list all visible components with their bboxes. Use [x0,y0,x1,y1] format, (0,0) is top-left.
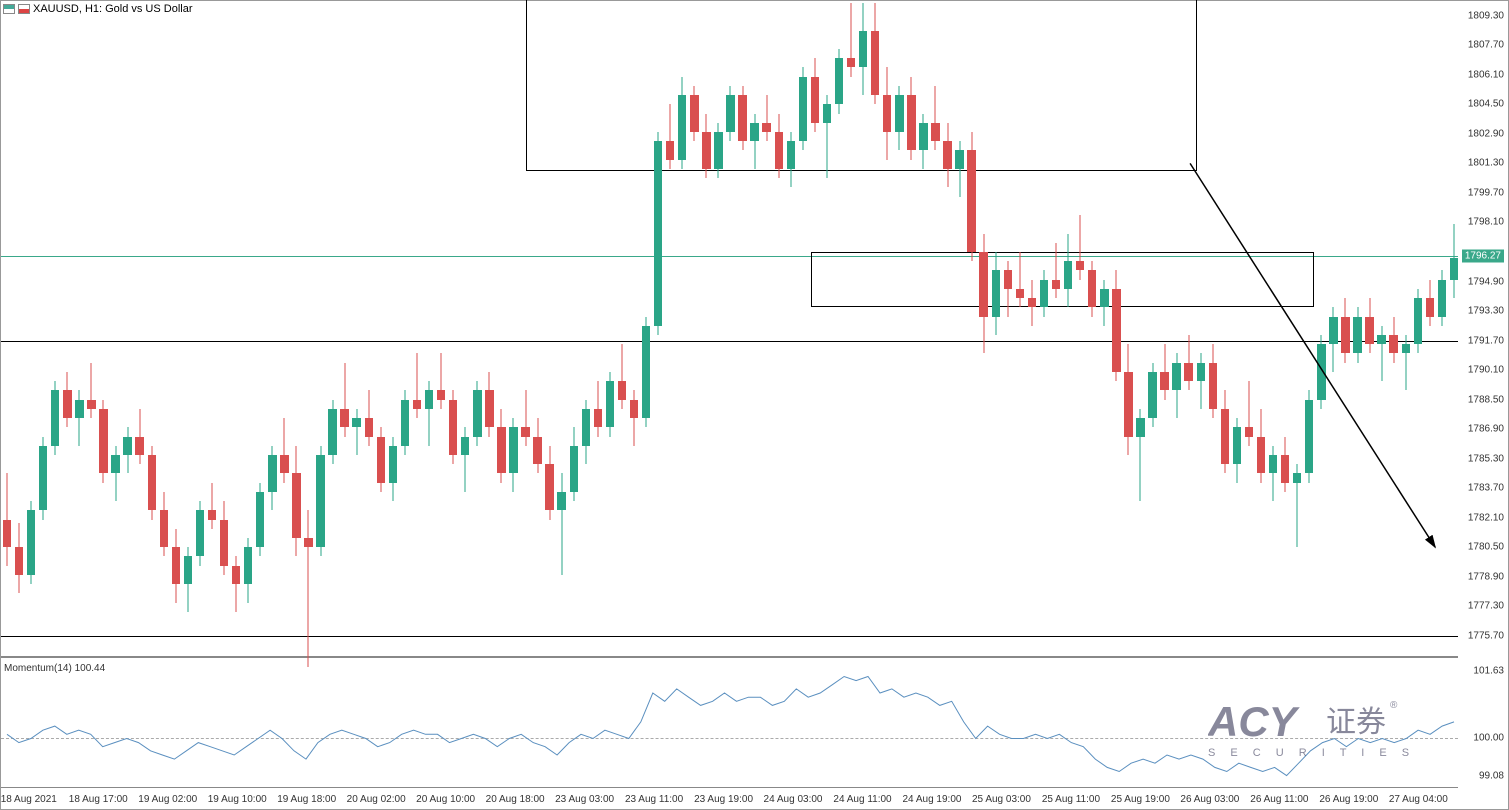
indicator-y-tick: 100.00 [1473,733,1504,744]
y-tick: 1804.50 [1468,99,1504,110]
time-x-axis: 18 Aug 2021 18 Aug 17:00 19 Aug 02:00 19 Au… [1,787,1458,809]
y-tick: 1793.30 [1468,306,1504,317]
x-tick: 24 Aug 19:00 [902,794,961,805]
x-tick: 18 Aug 2021 [1,794,57,805]
y-tick: 1799.70 [1468,187,1504,198]
y-tick: 1807.70 [1468,40,1504,51]
chart-container: XAUUSD, H1: Gold vs US Dollar 1809.30180… [0,0,1509,810]
y-tick: 1782.10 [1468,512,1504,523]
y-tick: 1785.30 [1468,453,1504,464]
x-tick: 26 Aug 11:00 [1250,794,1308,805]
y-tick: 1778.90 [1468,571,1504,582]
y-tick: 1794.90 [1468,276,1504,287]
y-tick: 1790.10 [1468,365,1504,376]
indicator-y-axis: 101.63 100.00 99.08 [1458,660,1508,788]
y-tick: 1801.30 [1468,158,1504,169]
x-tick: 23 Aug 03:00 [555,794,614,805]
svg-text:®: ® [1390,700,1398,711]
main-price-chart[interactable] [1,1,1458,658]
x-tick: 20 Aug 18:00 [486,794,545,805]
symbol-description: Gold vs US Dollar [105,3,192,15]
candle-up-icon [3,4,15,14]
y-tick: 1788.50 [1468,394,1504,405]
price-y-axis: 1809.30 1807.70 1806.10 1804.50 1802.90 1801.… [1458,1,1508,658]
chart-header: XAUUSD, H1: Gold vs US Dollar [3,3,193,15]
x-tick: 26 Aug 19:00 [1319,794,1378,805]
indicator-y-tick: 101.63 [1473,666,1504,677]
x-tick: 20 Aug 02:00 [347,794,406,805]
current-price-label: 1796.27 [1462,250,1504,263]
watermark-logo: ACY 证券 ® S E C U R I T I E S [1208,694,1448,769]
candle-down-icon [18,4,30,14]
x-tick: 20 Aug 10:00 [416,794,475,805]
y-tick: 1806.10 [1468,69,1504,80]
symbol-label: XAUUSD, H1: [33,3,102,15]
x-tick: 25 Aug 03:00 [972,794,1031,805]
x-tick: 19 Aug 10:00 [208,794,267,805]
watermark-sub: S E C U R I T I E S [1208,747,1415,759]
trend-arrow[interactable] [1,1,1460,658]
y-tick: 1786.90 [1468,424,1504,435]
indicator-label: Momentum(14) 100.44 [4,663,105,674]
x-tick: 25 Aug 19:00 [1111,794,1170,805]
x-tick: 19 Aug 18:00 [277,794,336,805]
y-tick: 1777.30 [1468,601,1504,612]
x-tick: 19 Aug 02:00 [138,794,197,805]
y-tick: 1809.30 [1468,10,1504,21]
x-tick: 24 Aug 11:00 [833,794,891,805]
x-tick: 23 Aug 11:00 [625,794,683,805]
y-tick: 1783.70 [1468,483,1504,494]
x-tick: 26 Aug 03:00 [1180,794,1239,805]
indicator-y-tick: 99.08 [1479,771,1504,782]
y-tick: 1780.50 [1468,542,1504,553]
svg-text:ACY: ACY [1208,698,1301,745]
x-tick: 18 Aug 17:00 [69,794,128,805]
y-tick: 1798.10 [1468,217,1504,228]
y-tick: 1802.90 [1468,128,1504,139]
x-tick: 24 Aug 03:00 [764,794,823,805]
y-tick: 1791.70 [1468,335,1504,346]
x-tick: 25 Aug 11:00 [1042,794,1100,805]
x-tick: 23 Aug 19:00 [694,794,753,805]
y-tick: 1775.70 [1468,630,1504,641]
x-tick: 27 Aug 04:00 [1389,794,1448,805]
watermark-cn: 证券 [1326,706,1386,739]
